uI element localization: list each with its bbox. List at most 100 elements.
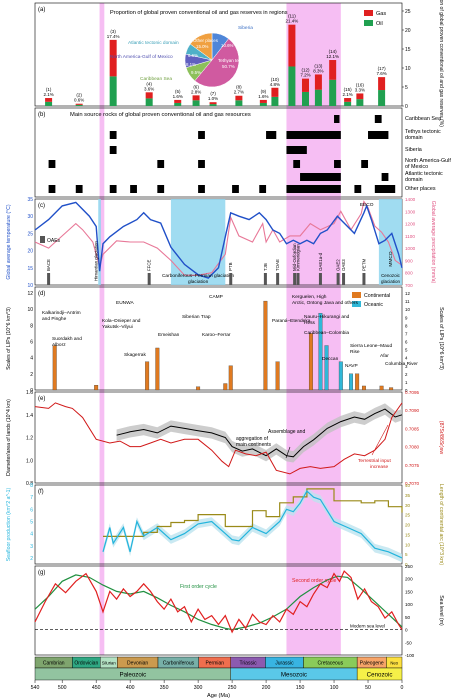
bar-gas: [174, 99, 182, 103]
bar-oil: [174, 102, 182, 106]
axis-title: Global average precipitation (mm/a): [430, 201, 436, 284]
legend-oceanic: Oceanic: [364, 302, 383, 308]
bar-id: (16): [356, 82, 365, 87]
panel-letter-a: (a): [38, 7, 45, 13]
glaciation-band: [98, 199, 101, 285]
annotation: Terrestrial input: [358, 458, 391, 464]
row-label: domain: [405, 177, 423, 183]
bar-gas: [45, 98, 53, 102]
legend-swatch-continental: [352, 292, 361, 298]
lip-bar: [389, 387, 394, 391]
tick-label: 200: [405, 577, 413, 582]
chart-title: Main source rocks of global proven conve…: [70, 112, 251, 118]
lip-label: Siberian Trap: [182, 314, 211, 320]
tick-label: 25: [405, 513, 411, 518]
bar-pct: 12.1%: [326, 54, 339, 59]
x-axis-title: Age (Ma): [207, 693, 230, 699]
tick-label: 25: [405, 9, 411, 15]
bar-id: (1): [46, 87, 52, 92]
bar-id: (4): [146, 81, 152, 86]
bar-pct: 3.3%: [355, 87, 365, 92]
bar-pct: 7.2%: [300, 73, 310, 78]
source-rock-block: [381, 173, 389, 181]
bar-oil: [288, 66, 296, 106]
legend-oil: Oil: [376, 21, 383, 27]
panel-letter-e: (e): [38, 396, 45, 402]
lip-bar: [361, 385, 366, 391]
annotation: main continents: [236, 442, 272, 448]
bar-pct: 17.4%: [107, 34, 120, 39]
tick-label: 11: [405, 299, 410, 304]
bar-id: (9): [261, 89, 267, 94]
bar-oil: [301, 91, 309, 106]
source-rock-block: [259, 185, 267, 193]
event-label: EECO: [360, 202, 374, 208]
lip-label: Deccan: [322, 356, 339, 362]
era-label: Mesozoic: [281, 672, 307, 679]
x-tick-label: 150: [296, 685, 305, 691]
oae-bar: [147, 273, 151, 285]
lip-bar: [52, 345, 57, 391]
tick-label: 20: [405, 523, 411, 528]
pie-pct: 6.6%: [188, 53, 198, 58]
bar-oil: [45, 101, 53, 106]
era-label: Paleozoic: [119, 672, 146, 679]
tick-label: 0.7090: [405, 408, 419, 413]
sea-level-line: [34, 574, 403, 631]
legend-swatch-oceanic: [352, 301, 361, 307]
tick-label: 0.7095: [405, 390, 419, 395]
lip-label: Emeishan: [158, 332, 180, 338]
oae-bar: [362, 273, 366, 285]
tick-label: 0.8: [26, 481, 33, 487]
tick-label: 250: [405, 564, 413, 569]
tick-label: 4: [30, 532, 33, 538]
source-rock-block: [374, 115, 382, 123]
source-rock-block: [354, 185, 362, 193]
bar-oil: [356, 99, 364, 106]
tick-label: 1: [405, 380, 408, 385]
event-label: BACE: [46, 259, 51, 271]
bar-pct: 1.6%: [173, 94, 183, 99]
tick-label: 40: [405, 483, 411, 488]
lip-bar: [196, 386, 201, 391]
tick-label: 12: [405, 291, 410, 296]
tick-label: 8: [30, 483, 33, 489]
axis-title: (87Sr/86Sr)sw: [438, 421, 444, 454]
tick-label: 100: [405, 602, 413, 607]
panel-frame-a: [34, 2, 403, 107]
tick-label: 30: [27, 214, 33, 220]
lip-label: Rise: [350, 349, 360, 355]
pie-slice: [189, 32, 213, 61]
lip-bar: [263, 300, 268, 391]
lip-bar: [145, 361, 150, 391]
x-tick-label: 0: [401, 685, 404, 691]
period-label: Paleogene: [360, 661, 384, 667]
glaciation-label: glaciation: [188, 279, 209, 285]
lip-label: Arctic, Ontong Java and others: [292, 300, 358, 306]
lip-bar: [349, 373, 353, 391]
bar-pct: 0.6%: [74, 98, 84, 103]
tick-label: 4: [405, 356, 408, 361]
panel-letter-g: (g): [38, 570, 45, 576]
tick-label: 6: [30, 507, 33, 513]
pie-pct: 10.6%: [221, 43, 234, 48]
tick-label: 1200: [405, 222, 416, 227]
lip-bar: [324, 345, 329, 391]
pie-slice: [194, 38, 240, 88]
tick-label: 6: [30, 340, 33, 346]
source-rock-block: [300, 173, 341, 181]
legend-continental: Continental: [364, 293, 390, 299]
pie-label: Other places: [193, 38, 219, 43]
chart-title: Proportion of global proven conventional…: [110, 10, 288, 16]
bar-gas: [344, 98, 352, 102]
bar-pct: 1.6%: [258, 94, 268, 99]
bar-id: (5): [175, 89, 181, 94]
source-rock-block: [286, 146, 307, 154]
x-tick-label: 500: [58, 685, 67, 691]
pie-label: Caribbean Sea: [140, 76, 172, 82]
bar-gas: [378, 77, 386, 91]
oae-bar: [296, 273, 300, 285]
period-label: Triassic: [240, 661, 258, 667]
tick-label: 1.4: [26, 413, 33, 419]
lip-label: Columbia River: [385, 361, 418, 367]
